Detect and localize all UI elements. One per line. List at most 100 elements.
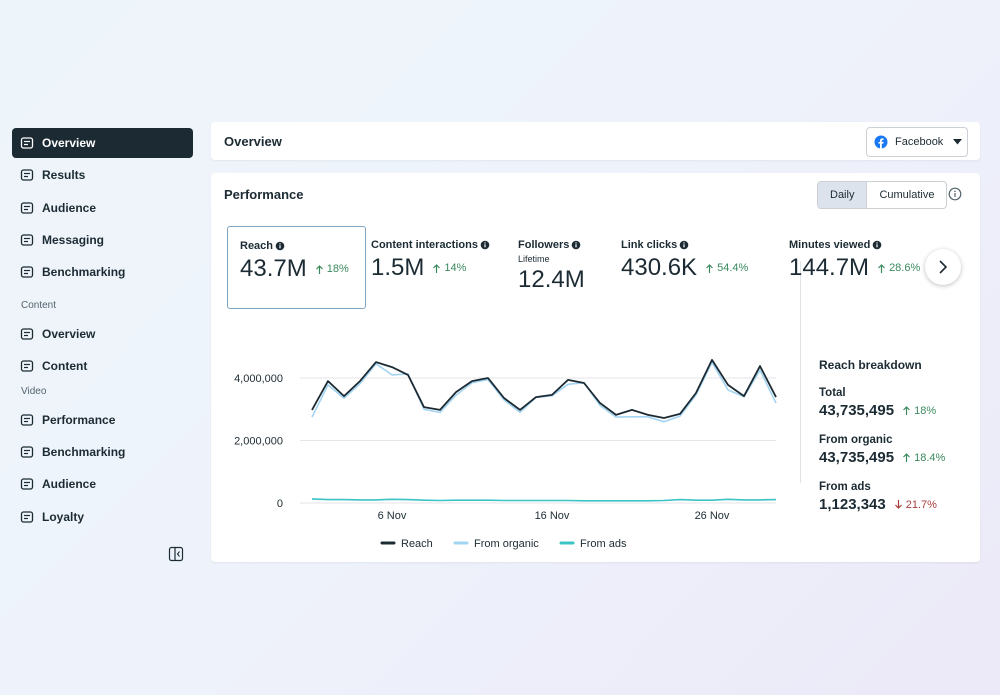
metric-card[interactable]: Reach 43.7M 18% xyxy=(227,226,366,309)
nav-label: Overview xyxy=(42,327,96,341)
performance-card: Performance Daily Cumulative Reach 43.7M 18%… xyxy=(211,173,980,562)
facebook-icon xyxy=(874,135,888,149)
caret xyxy=(953,139,963,145)
nav-item[interactable]: Overview xyxy=(12,128,193,158)
nav-icon xyxy=(20,413,34,426)
breakdown-change: 18.4% xyxy=(914,451,946,464)
nav-label: Loyalty xyxy=(42,509,85,524)
header-title: Overview xyxy=(224,134,282,149)
trend-arrow xyxy=(706,263,714,273)
metric-value: 43.7M xyxy=(240,255,307,282)
nav-label: Performance xyxy=(42,412,116,427)
metric-label: Minutes viewed xyxy=(789,239,920,251)
toggle-option[interactable]: Cumulative xyxy=(866,182,946,208)
metric-value: 12.4M xyxy=(518,266,585,293)
reach-breakdown: Reach breakdown Total 43,735,495 18% From or… xyxy=(819,358,945,528)
trend-arrow xyxy=(903,453,911,462)
metric-value: 144.7M xyxy=(789,254,870,281)
platform-label: Facebook xyxy=(895,136,944,148)
info-dot xyxy=(872,240,882,250)
toggle-option[interactable]: Daily xyxy=(818,182,867,208)
performance-title: Performance xyxy=(224,187,304,202)
chevron xyxy=(939,260,948,274)
nav-item[interactable]: Audience xyxy=(12,469,193,499)
nav-item[interactable]: Loyalty xyxy=(12,502,193,532)
nav-item[interactable]: Performance xyxy=(12,405,193,435)
divider xyxy=(800,261,801,483)
nav-icon xyxy=(20,360,34,372)
breakdown-value-row: 43,735,495 18.4% xyxy=(819,449,945,466)
info-dot xyxy=(275,241,285,251)
breakdown-label: Total xyxy=(819,387,846,399)
info-dot xyxy=(572,240,581,250)
platform-dropdown[interactable]: Facebook xyxy=(866,127,968,157)
breakdown-change: 18% xyxy=(914,404,937,417)
nav-label: Audience xyxy=(42,477,97,492)
nav-section-heading: Content xyxy=(21,300,57,311)
metric-value-row: 12.4M xyxy=(518,266,585,294)
nav-label: Overview xyxy=(42,136,96,150)
breakdown-label: From organic xyxy=(819,434,893,446)
info-icon[interactable] xyxy=(948,187,962,201)
metric-value-row: 1.5M 14% xyxy=(371,254,490,282)
info-dot xyxy=(480,240,490,250)
nav-item[interactable]: Messaging xyxy=(12,225,193,255)
trend-arrow xyxy=(433,263,441,273)
metric-label: Reach xyxy=(240,240,353,252)
breakdown-value: 43,735,495 xyxy=(819,449,895,466)
nav-icon xyxy=(20,510,34,523)
next-button[interactable] xyxy=(925,249,961,285)
nav-icon xyxy=(20,137,34,149)
nav-label: Results xyxy=(42,168,86,183)
metric-change: 28.6% xyxy=(889,262,921,274)
info-dot xyxy=(679,240,689,250)
nav-label: Benchmarking xyxy=(42,265,126,280)
nav-icon xyxy=(20,234,34,246)
nav-item[interactable]: Benchmarking xyxy=(12,257,193,287)
view-toggle: Daily Cumulative xyxy=(817,181,948,209)
nav-item[interactable]: Content xyxy=(12,351,193,381)
nav-icon xyxy=(20,446,34,458)
nav-label: Audience xyxy=(42,200,97,215)
breakdown-label: From ads xyxy=(819,481,871,493)
nav-item[interactable]: Overview xyxy=(12,319,193,349)
breakdown-value: 1,123,343 xyxy=(819,496,886,513)
nav-item[interactable]: Audience xyxy=(12,193,193,223)
header-card: Overview Facebook xyxy=(211,122,980,160)
breakdown-value-row: 1,123,343 21.7% xyxy=(819,496,945,513)
metric-value-row: 144.7M 28.6% xyxy=(789,254,920,282)
collapse-icon[interactable] xyxy=(168,546,184,562)
metric-change: 18% xyxy=(326,263,349,275)
metric-value: 1.5M xyxy=(371,254,425,281)
nav-section-heading: Video xyxy=(21,385,47,397)
trend-arrow xyxy=(878,263,885,273)
metric-label: Link clicks xyxy=(621,239,748,251)
metric-label: Followers xyxy=(518,239,585,251)
trend-arrow xyxy=(315,264,323,274)
nav-icon xyxy=(20,328,34,340)
trend-arrow xyxy=(903,406,911,415)
metric-value: 430.6K xyxy=(621,254,698,281)
metric-card[interactable]: Minutes viewed 144.7M 28.6% xyxy=(777,226,932,309)
trend-arrow xyxy=(894,500,902,509)
nav-item[interactable]: Results xyxy=(12,160,193,190)
metric-card[interactable]: Followers Lifetime 12.4M xyxy=(506,226,597,309)
metric-change: 54.4% xyxy=(717,262,749,274)
breakdown-change: 21.7% xyxy=(905,498,937,511)
metric-label: Content interactions xyxy=(371,239,490,251)
metric-sublabel: Lifetime xyxy=(518,254,550,264)
nav-label: Benchmarking xyxy=(42,444,126,459)
breakdown-title: Reach breakdown xyxy=(819,358,922,372)
nav-icon xyxy=(20,478,34,490)
nav-icon xyxy=(20,169,34,181)
nav-item[interactable]: Benchmarking xyxy=(12,437,193,467)
nav-icon xyxy=(20,266,34,278)
breakdown-value: 43,735,495 xyxy=(819,402,895,419)
metric-card[interactable]: Content interactions 1.5M 14% xyxy=(359,226,502,309)
metric-value-row: 43.7M 18% xyxy=(240,255,353,283)
nav-label: Content xyxy=(42,359,88,374)
metric-change: 14% xyxy=(444,262,467,274)
breakdown-value-row: 43,735,495 18% xyxy=(819,402,945,419)
metric-card[interactable]: Link clicks 430.6K 54.4% xyxy=(609,226,760,309)
